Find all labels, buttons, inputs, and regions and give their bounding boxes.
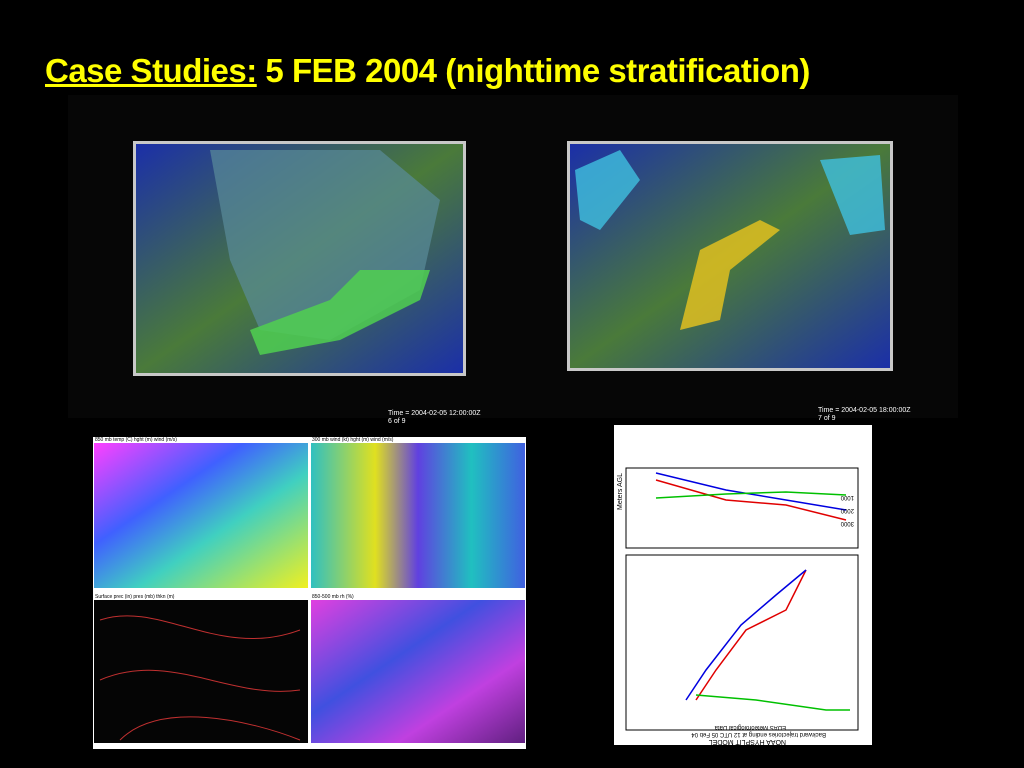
trajectory-image [614, 425, 872, 745]
plume [575, 150, 640, 230]
title-rest: 5 FEB 2004 (nighttime stratification) [265, 52, 810, 89]
time-label: Time = 2004-02-05 12:00:00Z [388, 410, 481, 417]
trajectory-line [685, 569, 807, 701]
trajectory-rotated: 3000 2000 1000 Meters AGL NOAA HYSPLIT M… [617, 467, 859, 745]
time-label: Time = 2004-02-05 18:00:00Z [818, 407, 911, 414]
plume [680, 220, 780, 330]
height-label: 3000 [840, 520, 854, 526]
height-line [655, 472, 847, 511]
frame-label: 7 of 9 [818, 415, 836, 422]
trajectory-line [695, 569, 807, 701]
title-lead: Case Studies: [45, 52, 257, 89]
height-box [625, 467, 859, 549]
map-image [94, 443, 308, 588]
model-title: NOAA HYSPLIT MODEL [709, 738, 786, 745]
map-image [311, 600, 525, 743]
contour [99, 615, 301, 741]
slide-title: Case Studies: 5 FEB 2004 (nighttime stra… [45, 52, 810, 90]
trajectory-line [695, 694, 850, 711]
map-image [311, 443, 525, 588]
plume [250, 270, 430, 355]
map-header: 850-500 mb rh (%) [312, 594, 354, 600]
model-subtitle: Backward trajectories ending at 12 UTC 0… [691, 731, 826, 737]
map-header: Surface prec (in) pres (mb) thkn (m) [95, 594, 175, 600]
height-label: 1000 [840, 494, 854, 500]
map-header: 850 mb temp (C) hght (m) wind (m/s) [95, 437, 177, 443]
map-image [94, 600, 308, 743]
axis-label: Meters AGL [617, 473, 624, 510]
frame-label: 6 of 9 [388, 418, 406, 425]
height-line [655, 491, 847, 499]
plume [820, 155, 885, 235]
height-label: 2000 [840, 507, 854, 513]
height-line [655, 479, 847, 521]
map-header: 300 mb wind (kt) hght (m) wind (m/s) [312, 437, 394, 443]
map-box [625, 554, 859, 731]
model-data: EDAS Meteorological Data [714, 724, 786, 730]
